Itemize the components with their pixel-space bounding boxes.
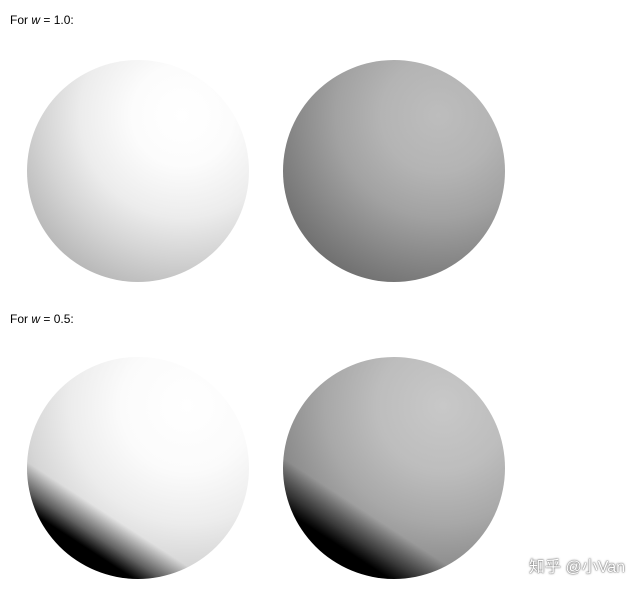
caption-w-0-5: For w = 0.5: xyxy=(10,312,74,326)
caption-variable: w xyxy=(31,13,41,27)
caption-prefix: For xyxy=(10,13,32,27)
caption-suffix: = 1.0: xyxy=(40,13,74,27)
caption-variable: w xyxy=(31,312,41,326)
caption-w-1: For w = 1.0: xyxy=(10,13,74,27)
sphere-w05-bright xyxy=(27,357,249,579)
sphere-w1-bright xyxy=(27,60,249,282)
sphere-w05-dim xyxy=(283,357,505,579)
caption-prefix: For xyxy=(10,312,32,326)
caption-suffix: = 0.5: xyxy=(40,312,74,326)
sphere-w1-dim xyxy=(283,60,505,282)
watermark: 知乎 @小Van xyxy=(529,559,625,576)
